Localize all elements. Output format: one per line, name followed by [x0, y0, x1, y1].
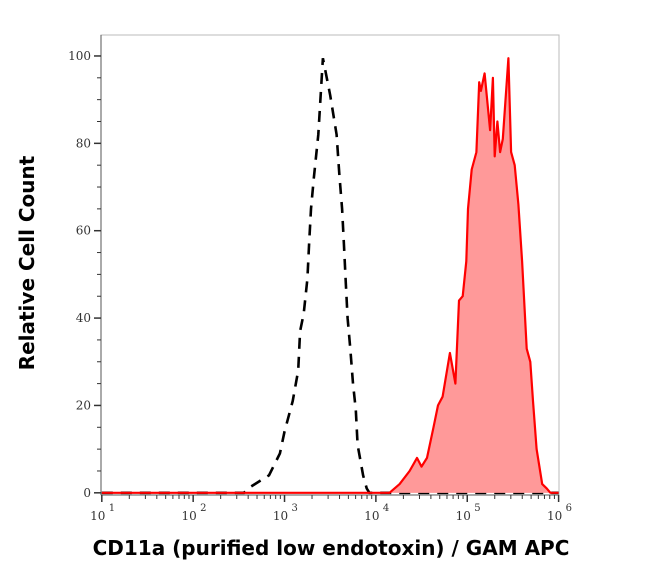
x-axis-title: CD11a (purified low endotoxin) / GAM APC: [93, 536, 570, 560]
x-tick-label: 10: [456, 509, 471, 523]
x-tick-exponent: 5: [474, 503, 480, 514]
y-tick-label: 100: [68, 49, 91, 63]
x-tick-exponent: 6: [566, 503, 572, 514]
x-tick-label: 10: [273, 509, 288, 523]
series-1-fill: [101, 58, 559, 493]
x-tick-label: 10: [364, 509, 379, 523]
x-tick-exponent: 3: [292, 503, 298, 514]
y-tick-label: 60: [76, 224, 91, 238]
series-0-dashed-line: [101, 57, 559, 495]
x-tick-exponent: 4: [383, 503, 389, 514]
x-tick-exponent: 1: [109, 503, 115, 514]
y-tick-label: 40: [76, 311, 91, 325]
y-tick-label: 0: [83, 486, 91, 500]
series-1-line: [101, 57, 559, 494]
x-tick-exponent: 2: [200, 503, 206, 514]
x-tick-label: 10: [90, 509, 105, 523]
y-axis-title: Relative Cell Count: [15, 155, 39, 370]
x-tick-label: 10: [182, 509, 197, 523]
y-tick-label: 20: [76, 398, 91, 412]
plot-area: [100, 34, 560, 496]
y-tick-label: 80: [76, 136, 91, 150]
x-tick-label: 10: [547, 509, 562, 523]
